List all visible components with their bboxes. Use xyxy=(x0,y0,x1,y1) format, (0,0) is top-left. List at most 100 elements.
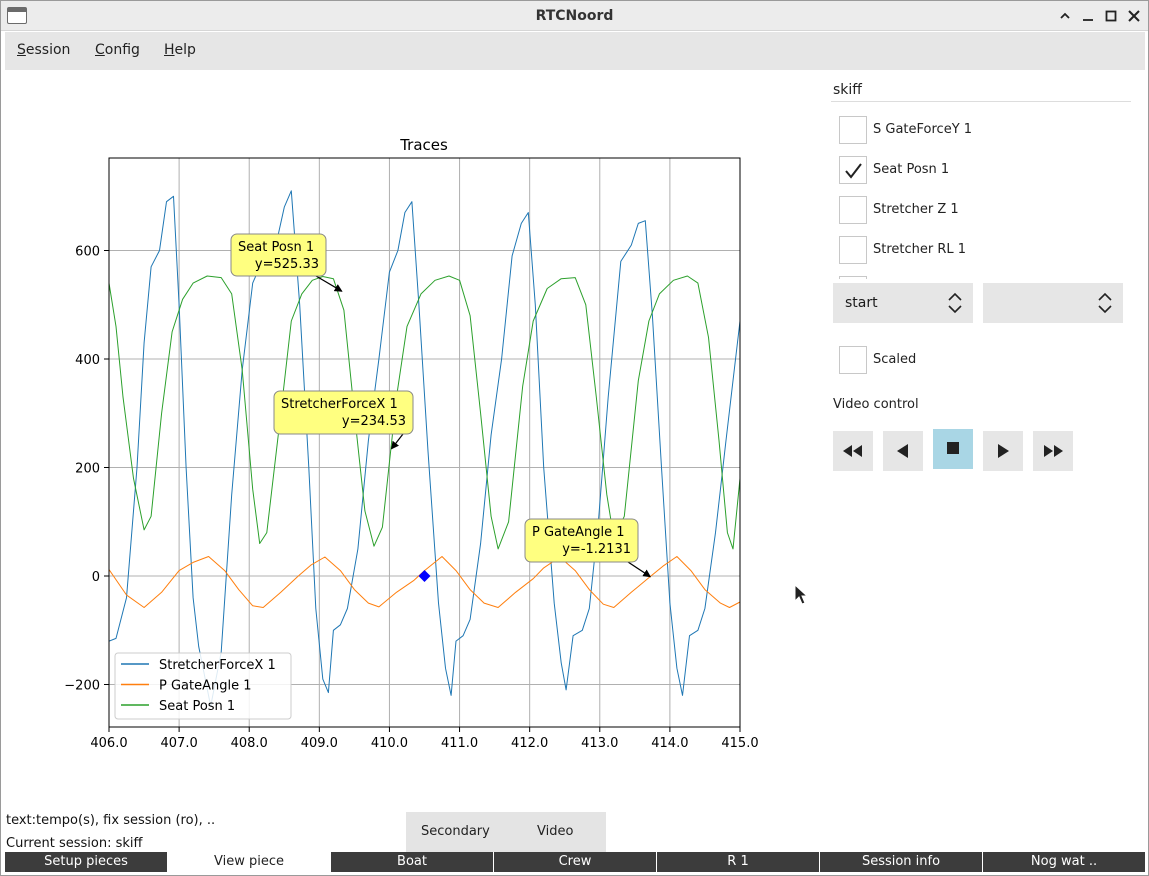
cursor-marker[interactable] xyxy=(418,570,431,582)
play-button[interactable] xyxy=(983,431,1023,471)
legend-label: StretcherForceX 1 xyxy=(159,658,276,673)
rewind-button[interactable] xyxy=(833,431,873,471)
scaled-checkbox[interactable] xyxy=(839,346,867,374)
annotation-box xyxy=(230,233,327,277)
start-spinbox[interactable]: start xyxy=(833,283,973,323)
menu-session-mnemonic: S xyxy=(17,42,26,58)
spin-arrows-icon[interactable] xyxy=(947,291,963,315)
menu-session-rest: ession xyxy=(25,42,71,58)
y-tick-label: −200 xyxy=(64,679,100,694)
stop-icon xyxy=(947,442,959,454)
annotation-arrow xyxy=(627,561,652,578)
checkbox-stretcher-z[interactable] xyxy=(839,196,867,224)
window-title: RTCNoord xyxy=(535,8,614,24)
menu-session[interactable]: Session xyxy=(17,42,70,58)
menu-config[interactable]: Config xyxy=(95,42,140,58)
tab-crew[interactable]: Crew xyxy=(494,852,656,872)
checkmark-icon xyxy=(845,163,862,179)
play-icon xyxy=(998,444,1009,458)
series-line-2 xyxy=(109,275,740,550)
tab-boat[interactable]: Boat xyxy=(331,852,493,872)
step-back-button[interactable] xyxy=(883,431,923,471)
channel-label[interactable]: S GateForceY 1 xyxy=(873,122,973,137)
annotation-value: y=-1.2131 xyxy=(562,542,631,557)
tab-session-info[interactable]: Session info xyxy=(820,852,982,872)
close-glyph xyxy=(1128,10,1140,22)
series-line-0 xyxy=(109,190,740,707)
annotation-2: P GateAngle 1 y=-1.2131 xyxy=(524,518,652,578)
tab-setup-pieces[interactable]: Setup pieces xyxy=(5,852,167,872)
fast-forward-icon xyxy=(1044,445,1063,457)
annotation-arrow xyxy=(315,275,343,292)
series-line-1 xyxy=(109,556,740,608)
x-tick-label: 408.0 xyxy=(231,736,268,751)
status-hint: text:tempo(s), fix session (ro), .. xyxy=(6,813,216,828)
x-tick-label: 410.0 xyxy=(371,736,408,751)
legend-box xyxy=(114,652,292,720)
channel-label[interactable]: Seat Posn 1 xyxy=(873,162,950,177)
checkbox-stretcher-rl[interactable] xyxy=(839,236,867,264)
maximize-glyph xyxy=(1105,10,1117,22)
scaled-label[interactable]: Scaled xyxy=(873,352,917,367)
legend-label: P GateAngle 1 xyxy=(159,679,252,694)
second-spinbox[interactable] xyxy=(983,283,1123,323)
app-window-icon xyxy=(7,7,27,24)
y-tick-label: 600 xyxy=(75,245,100,260)
minimize-icon[interactable] xyxy=(1078,6,1098,26)
rewind-icon xyxy=(843,445,862,457)
checkbox-s-gateforcey[interactable] xyxy=(839,116,867,144)
annotation-box xyxy=(273,390,414,435)
fast-forward-button[interactable] xyxy=(1033,431,1073,471)
side-panel: skiff S GateForceY 1 Seat Posn 1 Stretch… xyxy=(831,71,1131,471)
x-tick-label: 411.0 xyxy=(441,736,478,751)
traces-chart[interactable]: Traces 406.0 407.0 408.0 409.0 410.0 411.0 412… xyxy=(1,71,821,811)
annotation-1: StretcherForceX 1 y=234.53 xyxy=(273,390,414,450)
current-session-label: Current session: skiff xyxy=(6,836,143,851)
stop-button[interactable] xyxy=(933,429,973,469)
mouse-pointer-icon xyxy=(794,584,808,605)
menu-config-rest: onfig xyxy=(104,42,140,58)
annotation-0: Seat Posn 1 y=525.33 xyxy=(230,233,343,292)
x-tick-label: 413.0 xyxy=(581,736,618,751)
tab-secondary[interactable]: Secondary xyxy=(421,824,490,839)
sub-tab-bar: Secondary Video xyxy=(406,812,606,852)
annotation-name: Seat Posn 1 xyxy=(238,240,314,255)
close-icon[interactable] xyxy=(1124,6,1144,26)
title-bar[interactable]: RTCNoord xyxy=(1,1,1148,31)
x-tick-label: 406.0 xyxy=(90,736,127,751)
menu-help-mnemonic: H xyxy=(164,42,175,58)
spin-arrows-icon[interactable] xyxy=(1097,291,1113,315)
x-tick-label: 415.0 xyxy=(721,736,758,751)
minimize-glyph xyxy=(1083,19,1093,21)
annotation-value: y=525.33 xyxy=(255,257,319,272)
chevron-up-glyph xyxy=(1060,12,1070,19)
channel-list[interactable]: S GateForceY 1 Seat Posn 1 Stretcher Z 1… xyxy=(831,101,1131,279)
chevron-up-icon[interactable] xyxy=(1055,6,1075,26)
crew-label: skiff xyxy=(833,82,862,98)
y-tick-label: 400 xyxy=(75,353,100,368)
channel-label[interactable]: Stretcher Z 1 xyxy=(873,202,959,217)
annotation-name: StretcherForceX 1 xyxy=(281,397,398,412)
channel-label[interactable]: Stretcher RL 1 xyxy=(873,242,967,257)
annotation-arrow xyxy=(390,433,404,450)
y-tick-label: 200 xyxy=(75,462,100,477)
y-tick-label: 0 xyxy=(92,570,100,585)
menu-help[interactable]: Help xyxy=(164,42,196,58)
tab-video[interactable]: Video xyxy=(537,824,574,839)
checkbox-next-channel[interactable] xyxy=(839,276,867,279)
maximize-icon[interactable] xyxy=(1101,6,1121,26)
x-tick-label: 412.0 xyxy=(511,736,548,751)
tab-view-piece[interactable]: View piece xyxy=(168,852,330,872)
tab-r1[interactable]: R 1 xyxy=(657,852,819,872)
menu-bar: Session Config Help xyxy=(5,32,1145,70)
main-tab-bar: Setup pieces View piece Boat Crew R 1 Se… xyxy=(5,852,1145,872)
start-spinbox-value: start xyxy=(845,295,878,311)
x-tick-label: 414.0 xyxy=(651,736,688,751)
tab-nog-wat[interactable]: Nog wat .. xyxy=(983,852,1145,872)
video-control-label: Video control xyxy=(833,397,919,412)
checkbox-seat-posn[interactable] xyxy=(839,156,867,184)
chart-title: Traces xyxy=(399,136,448,154)
annotation-name: P GateAngle 1 xyxy=(532,525,625,540)
x-tick-label: 409.0 xyxy=(301,736,338,751)
